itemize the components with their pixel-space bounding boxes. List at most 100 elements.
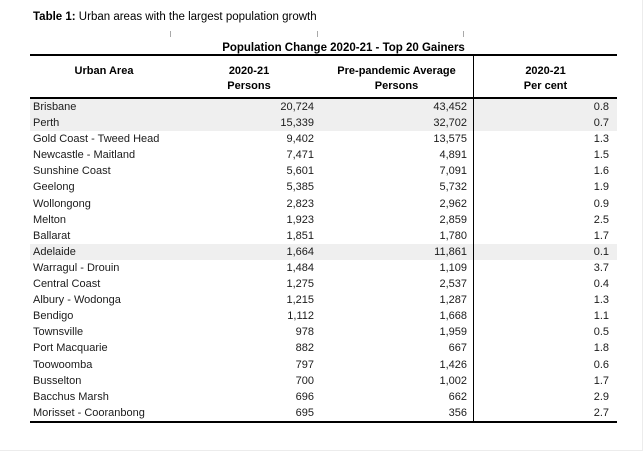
cell-per-cent: 1.5 (473, 147, 617, 164)
cell-pre-pandemic-average: 11,861 (434, 245, 467, 258)
cell-pre-pandemic-average: 43,452 (433, 101, 467, 113)
table-row: Albury - Wodonga 1,215 1,287 1.3 (30, 292, 617, 309)
cell-urban-area: Central Coast (33, 278, 101, 291)
column-header-line1: Pre-pandemic Average (337, 65, 456, 77)
cell-pre-pandemic-average: 1,780 (439, 229, 467, 242)
cell-persons-2020-21: 9,402 (286, 133, 314, 146)
column-header-line2: Per cent (523, 80, 568, 92)
cell-urban-area: Albury - Wodonga (33, 294, 121, 307)
table-row: Brisbane 20,724 43,452 0.8 (30, 99, 617, 116)
cell-persons-2020-21: 15,339 (280, 117, 314, 130)
column-header-urban-area: Urban Area (30, 56, 178, 97)
table-row: Melton 1,923 2,859 2.5 (30, 211, 617, 228)
column-header-line1: 2020-21 (525, 65, 566, 77)
table-row: Bendigo 1,112 1,668 1.1 (30, 308, 617, 325)
cell-persons-2020-21: 1,484 (286, 261, 314, 274)
cell-per-cent: 2.7 (473, 404, 617, 421)
cell-per-cent: 0.6 (473, 356, 617, 373)
column-header-line2: Persons (227, 80, 271, 92)
column-boundary-tick (170, 31, 171, 37)
cell-pre-pandemic-average: 1,668 (439, 310, 467, 323)
cell-pre-pandemic-average: 2,859 (439, 213, 467, 226)
document-title: Table 1: Urban areas with the largest po… (33, 10, 317, 24)
column-header-pre-pandemic-average: Pre-pandemic Average Persons (320, 56, 473, 97)
cell-per-cent: 1.3 (473, 131, 617, 148)
table-row: Newcastle - Maitland 7,471 4,891 1.5 (30, 147, 617, 164)
table-row: Toowoomba 797 1,426 0.6 (30, 356, 617, 373)
cell-pre-pandemic-average: 1,959 (439, 326, 467, 339)
table-row: Gold Coast - Tweed Head 9,402 13,575 1.3 (30, 131, 617, 148)
column-boundary-tick (463, 31, 464, 37)
cell-per-cent: 0.4 (473, 276, 617, 293)
cell-pre-pandemic-average: 1,109 (439, 261, 467, 274)
column-boundary-tick (317, 31, 318, 37)
cell-per-cent: 0.9 (473, 195, 617, 212)
table-row: Wollongong 2,823 2,962 0.9 (30, 195, 617, 212)
cell-pre-pandemic-average: 4,891 (439, 149, 467, 162)
cell-persons-2020-21: 1,851 (286, 229, 314, 242)
cell-urban-area: Brisbane (33, 101, 77, 113)
cell-persons-2020-21: 882 (295, 342, 314, 355)
table-row: Geelong 5,385 5,732 1.9 (30, 179, 617, 196)
table-row: Ballarat 1,851 1,780 1.7 (30, 227, 617, 244)
column-header-2020-21-per-cent: 2020-21 Per cent (473, 56, 617, 97)
cell-persons-2020-21: 700 (295, 374, 314, 387)
cell-per-cent: 1.1 (473, 308, 617, 325)
document-title-label: Table 1: (33, 11, 76, 23)
cell-urban-area: Warragul - Drouin (33, 261, 120, 274)
table-row: Perth 15,339 32,702 0.7 (30, 115, 617, 132)
cell-per-cent: 1.6 (473, 163, 617, 180)
cell-persons-2020-21: 797 (295, 358, 314, 371)
cell-pre-pandemic-average: 2,962 (439, 197, 467, 210)
cell-per-cent: 2.5 (473, 211, 617, 228)
cell-urban-area: Wollongong (33, 197, 91, 210)
cell-persons-2020-21: 978 (295, 326, 314, 339)
cell-urban-area: Busselton (33, 374, 82, 387)
cell-persons-2020-21: 1,275 (286, 278, 314, 291)
cell-per-cent: 1.3 (473, 292, 617, 309)
table-row: Port Macquarie 882 667 1.8 (30, 340, 617, 357)
cell-urban-area: Newcastle - Maitland (33, 149, 136, 162)
cell-persons-2020-21: 7,471 (286, 149, 314, 162)
table-row: Bacchus Marsh 696 662 2.9 (30, 388, 617, 405)
cell-per-cent: 0.7 (473, 115, 617, 132)
cell-per-cent: 1.9 (473, 179, 617, 196)
column-header-line1: 2020-21 (228, 65, 270, 77)
table-caption: Population Change 2020-21 - Top 20 Gaine… (30, 31, 617, 56)
cell-urban-area: Port Macquarie (33, 342, 108, 355)
cell-per-cent: 0.8 (473, 99, 617, 116)
cell-per-cent: 0.5 (473, 324, 617, 341)
document-title-text: Urban areas with the largest population … (75, 11, 317, 23)
cell-pre-pandemic-average: 13,575 (433, 133, 467, 146)
cell-pre-pandemic-average: 2,537 (439, 278, 467, 291)
cell-per-cent: 1.7 (473, 372, 617, 389)
table-row: Busselton 700 1,002 1.7 (30, 372, 617, 389)
cell-pre-pandemic-average: 1,287 (439, 294, 467, 307)
cell-urban-area: Gold Coast - Tweed Head (33, 133, 160, 146)
cell-persons-2020-21: 20,724 (280, 101, 314, 113)
cell-per-cent: 2.9 (473, 388, 617, 405)
population-table: Population Change 2020-21 - Top 20 Gaine… (30, 31, 617, 423)
cell-persons-2020-21: 1,215 (286, 294, 314, 307)
table-row: Morisset - Cooranbong 695 356 2.7 (30, 404, 617, 421)
column-header-2020-21-persons: 2020-21 Persons (178, 56, 320, 97)
table-row: Sunshine Coast 5,601 7,091 1.6 (30, 163, 617, 180)
cell-pre-pandemic-average: 667 (448, 342, 467, 355)
table-row: Warragul - Drouin 1,484 1,109 3.7 (30, 259, 617, 277)
cell-per-cent: 1.7 (473, 227, 617, 244)
cell-urban-area: Bendigo (33, 310, 74, 323)
cell-pre-pandemic-average: 662 (448, 390, 467, 403)
cell-urban-area: Toowoomba (33, 358, 93, 371)
cell-persons-2020-21: 2,823 (286, 197, 314, 210)
cell-persons-2020-21: 1,923 (286, 213, 314, 226)
table-row: Central Coast 1,275 2,537 0.4 (30, 276, 617, 293)
cell-urban-area: Townsville (33, 326, 84, 339)
cell-urban-area: Morisset - Cooranbong (33, 406, 145, 419)
cell-persons-2020-21: 5,385 (286, 181, 314, 194)
cell-urban-area: Melton (33, 213, 67, 226)
cell-pre-pandemic-average: 32,702 (433, 117, 467, 130)
cell-urban-area: Ballarat (33, 229, 71, 242)
cell-pre-pandemic-average: 1,426 (439, 358, 467, 371)
cell-per-cent: 1.8 (473, 340, 617, 357)
